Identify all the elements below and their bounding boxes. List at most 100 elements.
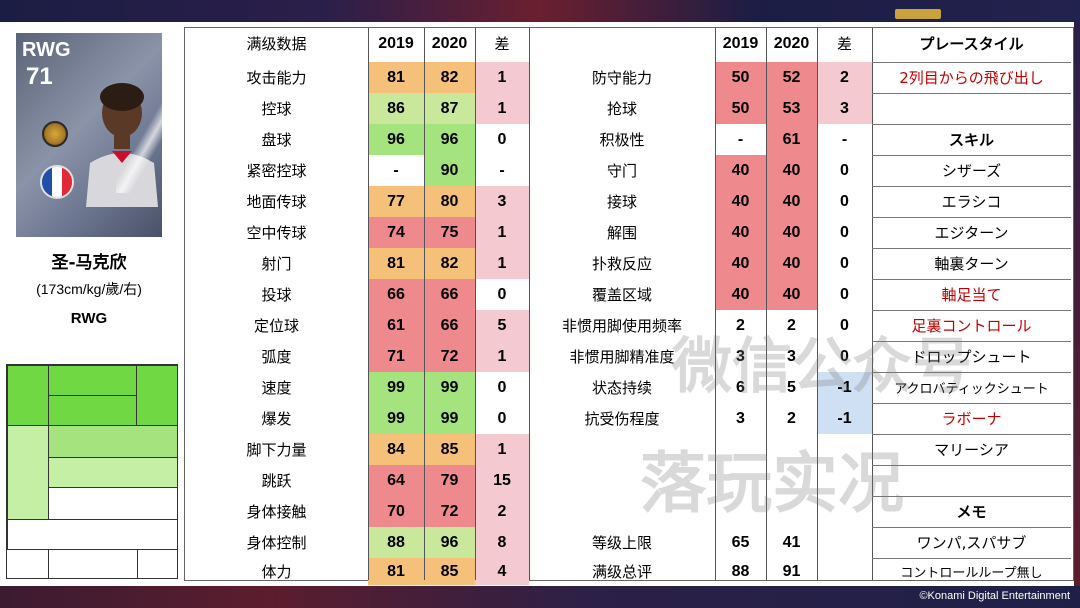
stat-2020: 99 bbox=[424, 403, 475, 434]
left-stat-label: 爆发 bbox=[261, 410, 292, 428]
stat-diff: 0 bbox=[497, 285, 507, 303]
stat-diff: 1 bbox=[475, 62, 529, 93]
stat-diff: 1 bbox=[475, 434, 529, 465]
pitch-zone bbox=[48, 365, 137, 396]
stat-2019: 40 bbox=[715, 186, 766, 217]
right-stat-label: 扑救反应 bbox=[591, 255, 652, 273]
right-stat-label: 覆盖区域 bbox=[591, 286, 652, 304]
stat-diff: - bbox=[499, 161, 505, 179]
stat-diff: 8 bbox=[475, 527, 529, 558]
stat-diff: 4 bbox=[475, 558, 529, 585]
skills-header: スキル bbox=[948, 131, 994, 149]
col-diff-header: 差 bbox=[494, 35, 510, 53]
column-divider bbox=[368, 28, 369, 580]
left-stat-label: 投球 bbox=[261, 286, 292, 304]
stat-2020: 40 bbox=[766, 248, 817, 279]
pitch-zone bbox=[48, 457, 178, 488]
stat-2020: 40 bbox=[766, 279, 817, 310]
stat-diff: 0 bbox=[497, 409, 507, 427]
left-stat-label: 攻击能力 bbox=[246, 69, 307, 87]
stat-2020: 79 bbox=[424, 465, 475, 496]
row-divider bbox=[872, 217, 1071, 218]
row-divider bbox=[872, 372, 1071, 373]
stat-2020: 75 bbox=[424, 217, 475, 248]
stat-diff: 0 bbox=[497, 378, 507, 396]
stat-2020: 85 bbox=[424, 558, 475, 585]
skill-item: エラシコ bbox=[941, 193, 1002, 211]
stat-2020: 66 bbox=[424, 279, 475, 310]
left-stat-label: 速度 bbox=[261, 379, 292, 397]
stat-2020: 61 bbox=[766, 124, 817, 155]
left-stat-label: 射门 bbox=[261, 255, 292, 273]
right-stat-label: 守门 bbox=[606, 162, 637, 180]
stat-diff: 5 bbox=[475, 310, 529, 341]
right-stat-label: 防守能力 bbox=[591, 69, 652, 87]
left-stat-label: 跳跃 bbox=[261, 472, 292, 490]
coin-icon bbox=[42, 121, 68, 147]
stat-2020: 96 bbox=[424, 527, 475, 558]
right-edge bbox=[1074, 22, 1080, 586]
stat-2020: 82 bbox=[424, 248, 475, 279]
pitch-zone bbox=[48, 549, 138, 579]
stat-2019: 70 bbox=[368, 496, 424, 527]
stat-2020: 40 bbox=[766, 186, 817, 217]
right-stat-label: 非惯用脚使用频率 bbox=[561, 317, 682, 335]
max-overall-label: 满级总评 bbox=[591, 563, 652, 581]
column-divider bbox=[424, 28, 425, 580]
row-divider bbox=[872, 496, 1071, 497]
column-divider bbox=[475, 28, 476, 580]
right-stat-label: 接球 bbox=[606, 193, 637, 211]
skill-item: アクロバティックシュート bbox=[894, 382, 1049, 397]
column-divider bbox=[817, 28, 818, 580]
stat-2019: 61 bbox=[368, 310, 424, 341]
pitch-zone bbox=[7, 425, 49, 520]
row-divider bbox=[872, 341, 1071, 342]
stat-2019: 71 bbox=[368, 341, 424, 372]
left-stat-label: 身体控制 bbox=[246, 534, 307, 552]
stat-2019: 81 bbox=[368, 62, 424, 93]
stat-diff: 2 bbox=[817, 62, 872, 93]
card-position: RWG bbox=[22, 39, 71, 61]
stat-2019: 2 bbox=[736, 316, 745, 334]
stats-table: 满级数据 2019 2020 差 2019 2020 差プレースタイル 攻击能力 81 82 1 控球… bbox=[184, 27, 1074, 585]
stat-2020: 72 bbox=[424, 341, 475, 372]
column-divider bbox=[529, 28, 530, 580]
stat-2020: 53 bbox=[766, 93, 817, 124]
left-stat-label: 地面传球 bbox=[246, 193, 307, 211]
stat-2019: - bbox=[393, 161, 399, 179]
left-stat-label: 空中传球 bbox=[246, 224, 307, 242]
stat-diff: 0 bbox=[840, 285, 849, 303]
stat-2019: 50 bbox=[715, 93, 766, 124]
stat-diff: 0 bbox=[840, 192, 849, 210]
column-divider bbox=[766, 28, 767, 580]
skill-item: 軸裏ターン bbox=[934, 255, 1009, 273]
memo-header: メモ bbox=[956, 503, 987, 521]
left-stat-label: 体力 bbox=[261, 563, 292, 581]
stat-2019: 64 bbox=[368, 465, 424, 496]
play-style-value: 2列目からの飛び出し bbox=[899, 69, 1044, 87]
left-stat-label: 紧密控球 bbox=[246, 162, 307, 180]
stat-2019: 3 bbox=[736, 409, 745, 427]
right-stat-label: 积极性 bbox=[599, 131, 645, 149]
row-divider bbox=[872, 403, 1071, 404]
stat-2019: 77 bbox=[368, 186, 424, 217]
row-divider bbox=[872, 155, 1071, 156]
stat-diff: 1 bbox=[475, 93, 529, 124]
row-divider bbox=[872, 186, 1071, 187]
position-map bbox=[6, 364, 178, 579]
blank-cell bbox=[872, 465, 1071, 496]
pitch-zone bbox=[48, 487, 178, 520]
pitch-zone bbox=[48, 395, 137, 426]
stat-diff: 0 bbox=[840, 254, 849, 272]
stat-2019: 96 bbox=[368, 124, 424, 155]
stat-2019: 81 bbox=[368, 248, 424, 279]
skill-item: ドロップシュート bbox=[911, 348, 1032, 366]
row-divider bbox=[872, 279, 1071, 280]
pitch-zone bbox=[7, 365, 49, 426]
stat-diff: 15 bbox=[475, 465, 529, 496]
player-card: RWG 71 bbox=[16, 33, 162, 237]
stat-2019: 3 bbox=[736, 347, 745, 365]
stat-2019: 99 bbox=[368, 372, 424, 403]
level-cap-2019: 65 bbox=[731, 533, 750, 551]
left-stat-label: 定位球 bbox=[253, 317, 299, 335]
